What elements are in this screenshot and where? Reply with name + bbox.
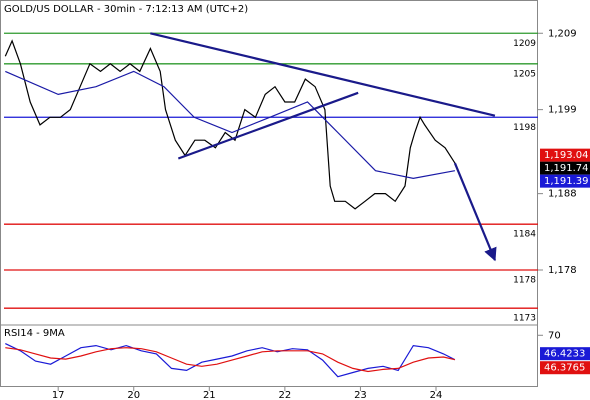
value-label-box — [540, 347, 590, 361]
price-label: 1,191.39 — [544, 176, 589, 187]
series-line — [4, 39, 456, 210]
level-label: 1205 — [513, 69, 536, 79]
trend-line — [453, 162, 497, 262]
y-tick-label: 1,199 — [548, 105, 577, 116]
y-tick-label: 1,188 — [548, 189, 577, 200]
chart-title: GOLD/US DOLLAR - 30min - 7:12:13 AM (UTC… — [4, 4, 248, 15]
series-line — [5, 347, 456, 373]
frame — [0, 0, 538, 387]
price-label: 1,193.04 — [544, 150, 589, 161]
trend-line — [150, 32, 496, 117]
y-tick-label: 70 — [548, 330, 561, 341]
value-label: 46.4233 — [544, 349, 585, 360]
series-line — [5, 70, 456, 180]
y-tick-label: 1,178 — [548, 265, 577, 276]
x-tick-label: 23 — [354, 390, 367, 400]
price-label: 1,191.74 — [544, 163, 589, 174]
x-tick-label: 17 — [52, 390, 65, 400]
level-label: 1178 — [513, 276, 536, 286]
level-label: 1173 — [513, 314, 536, 324]
series-line — [5, 343, 456, 378]
value-label: 46.3765 — [544, 363, 585, 374]
level-label: 1184 — [513, 230, 536, 240]
y-tick-label: 1,209 — [548, 28, 577, 39]
x-tick-label: 20 — [127, 390, 140, 400]
rsi-title: RSI14 - 9MA — [4, 328, 65, 339]
trend-line — [177, 91, 359, 160]
x-tick-label: 21 — [203, 390, 216, 400]
price-label-box — [540, 148, 590, 162]
price-label-box — [540, 174, 590, 188]
level-label: 1209 — [513, 39, 536, 49]
level-label: 1198 — [513, 123, 536, 133]
value-label-box — [540, 361, 590, 375]
x-tick-label: 24 — [430, 390, 443, 400]
price-label-box — [540, 161, 590, 175]
x-tick-label: 22 — [279, 390, 292, 400]
